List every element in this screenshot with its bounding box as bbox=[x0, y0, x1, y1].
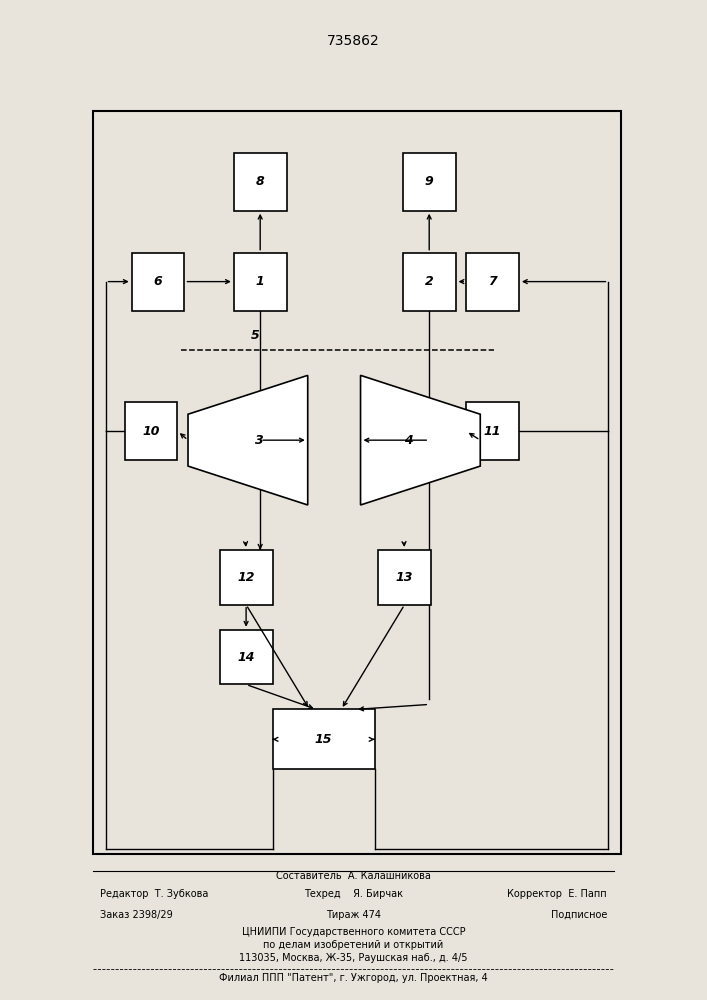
Text: Заказ 2398/29: Заказ 2398/29 bbox=[100, 910, 173, 920]
Bar bbox=[124, 402, 177, 460]
Text: Филиал ППП "Патент", г. Ужгород, ул. Проектная, 4: Филиал ППП "Патент", г. Ужгород, ул. Про… bbox=[219, 973, 488, 983]
Text: 7: 7 bbox=[489, 275, 497, 288]
Text: Подписное: Подписное bbox=[551, 910, 607, 920]
Polygon shape bbox=[361, 375, 480, 505]
Bar bbox=[234, 253, 286, 311]
Text: Тираж 474: Тираж 474 bbox=[326, 910, 381, 920]
Text: Техред    Я. Бирчак: Техред Я. Бирчак bbox=[304, 889, 403, 899]
Text: Составитель  А. Калашникова: Составитель А. Калашникова bbox=[276, 871, 431, 881]
Text: 4: 4 bbox=[404, 434, 413, 447]
Text: 13: 13 bbox=[396, 571, 414, 584]
Text: 1: 1 bbox=[256, 275, 264, 288]
Text: 10: 10 bbox=[142, 425, 160, 438]
Text: 15: 15 bbox=[315, 733, 332, 746]
Bar bbox=[466, 253, 519, 311]
Bar bbox=[132, 253, 185, 311]
Text: Корректор  Е. Папп: Корректор Е. Папп bbox=[508, 889, 607, 899]
Bar bbox=[234, 153, 286, 211]
Text: по делам изобретений и открытий: по делам изобретений и открытий bbox=[264, 940, 443, 950]
Bar bbox=[466, 402, 519, 460]
Text: 2: 2 bbox=[425, 275, 433, 288]
Text: 6: 6 bbox=[153, 275, 163, 288]
Text: 14: 14 bbox=[238, 651, 255, 664]
Text: 12: 12 bbox=[238, 571, 255, 584]
Text: 8: 8 bbox=[256, 175, 264, 188]
Bar bbox=[403, 253, 455, 311]
Bar bbox=[378, 550, 431, 605]
Text: Редактор  Т. Зубкова: Редактор Т. Зубкова bbox=[100, 889, 209, 899]
Text: 5: 5 bbox=[250, 329, 259, 342]
Text: 113035, Москва, Ж-35, Раушская наб., д. 4/5: 113035, Москва, Ж-35, Раушская наб., д. … bbox=[239, 953, 468, 963]
Text: ЦНИИПИ Государственного комитета СССР: ЦНИИПИ Государственного комитета СССР bbox=[242, 927, 465, 937]
Text: 11: 11 bbox=[484, 425, 501, 438]
Polygon shape bbox=[188, 375, 308, 505]
Bar bbox=[272, 709, 375, 769]
Text: 3: 3 bbox=[255, 434, 264, 447]
Text: 9: 9 bbox=[425, 175, 433, 188]
Text: 735862: 735862 bbox=[327, 34, 380, 48]
Bar bbox=[220, 550, 272, 605]
Bar bbox=[93, 111, 621, 854]
Bar bbox=[403, 153, 455, 211]
Bar bbox=[220, 630, 272, 684]
